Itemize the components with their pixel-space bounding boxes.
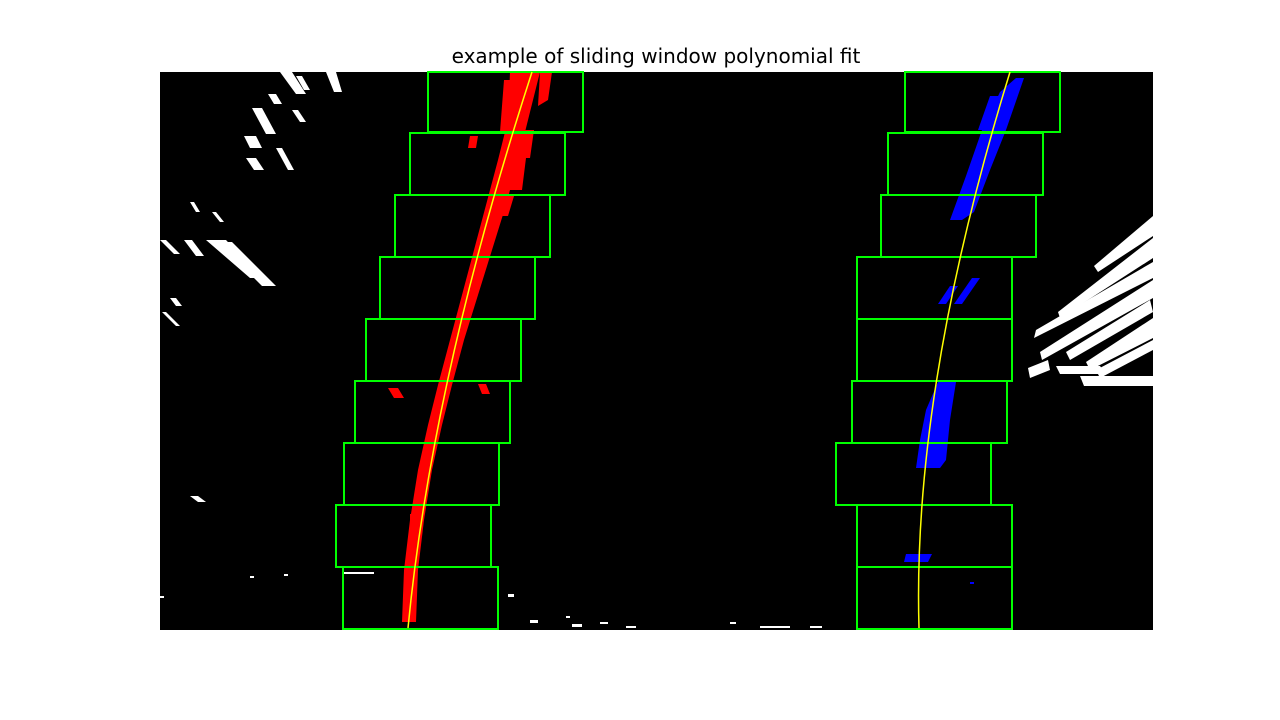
right-fit-line (917, 71, 1011, 629)
sliding-windows-left (335, 71, 584, 630)
right-window-9 (856, 566, 1013, 630)
image-background (160, 72, 1153, 630)
sliding-windows-right (835, 71, 1061, 630)
noise-pixels (160, 72, 1153, 628)
left-window-9 (342, 566, 499, 630)
figure-title: example of sliding window polynomial fit (451, 44, 861, 68)
left-fit-line (407, 71, 533, 629)
